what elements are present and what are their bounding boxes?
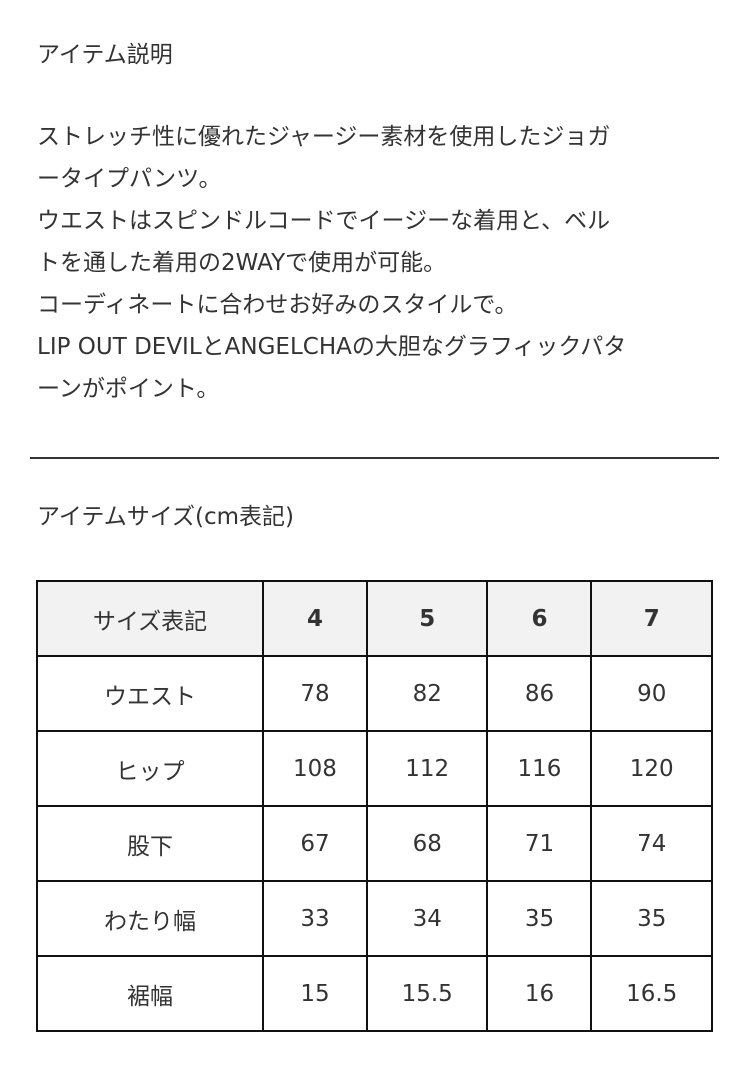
table-row: わたり幅 33 34 35 35 bbox=[36, 880, 713, 957]
table-header-row: サイズ表記 4 5 6 7 bbox=[36, 580, 713, 657]
row-label-cell: わたり幅 bbox=[36, 880, 264, 957]
header-cell: 7 bbox=[590, 580, 713, 657]
value-cell: 16 bbox=[486, 955, 593, 1032]
description-line: ータイプパンツ。 bbox=[37, 166, 222, 192]
value-cell: 16.5 bbox=[590, 955, 713, 1032]
value-cell: 34 bbox=[365, 880, 489, 957]
row-label-cell: 裾幅 bbox=[36, 955, 264, 1032]
description-line: トを通した着用の2WAYで使用が可能。 bbox=[37, 250, 447, 276]
description-line: LIP OUT DEVILとANGELCHAの大胆なグラフィックパタ bbox=[37, 334, 627, 360]
value-cell: 112 bbox=[365, 730, 489, 807]
size-title: アイテムサイズ(cm表記) bbox=[37, 504, 295, 530]
row-label-cell: ヒップ bbox=[36, 730, 264, 807]
size-table: サイズ表記 4 5 6 7 ウエスト 78 82 86 90 ヒップ 108 112 116 12… bbox=[36, 580, 713, 1032]
value-cell: 90 bbox=[590, 655, 713, 732]
description-text: ストレッチ性に優れたジャージー素材を使用したジョガ ータイプパンツ。 ウエストは… bbox=[37, 116, 727, 410]
description-line: ーンがポイント。 bbox=[37, 376, 220, 402]
header-cell: 6 bbox=[486, 580, 593, 657]
value-cell: 86 bbox=[486, 655, 593, 732]
table-row: ウエスト 78 82 86 90 bbox=[36, 655, 713, 732]
value-cell: 15 bbox=[262, 955, 368, 1032]
row-label-cell: 股下 bbox=[36, 805, 264, 882]
row-label-cell: ウエスト bbox=[36, 655, 264, 732]
description-line: ウエストはスピンドルコードでイージーな着用と、ベル bbox=[37, 208, 611, 234]
header-cell: 4 bbox=[262, 580, 368, 657]
value-cell: 82 bbox=[365, 655, 489, 732]
value-cell: 35 bbox=[486, 880, 593, 957]
value-cell: 108 bbox=[262, 730, 368, 807]
header-cell: サイズ表記 bbox=[36, 580, 264, 657]
value-cell: 35 bbox=[590, 880, 713, 957]
value-cell: 68 bbox=[365, 805, 489, 882]
value-cell: 78 bbox=[262, 655, 368, 732]
value-cell: 15.5 bbox=[365, 955, 489, 1032]
value-cell: 33 bbox=[262, 880, 368, 957]
description-line: コーディネートに合わせお好みのスタイルで。 bbox=[37, 292, 518, 318]
header-cell: 5 bbox=[365, 580, 489, 657]
description-line: ストレッチ性に優れたジャージー素材を使用したジョガ bbox=[37, 124, 611, 150]
value-cell: 67 bbox=[262, 805, 368, 882]
value-cell: 116 bbox=[486, 730, 593, 807]
description-title: アイテム説明 bbox=[37, 42, 173, 68]
table-row: 裾幅 15 15.5 16 16.5 bbox=[36, 955, 713, 1032]
value-cell: 74 bbox=[590, 805, 713, 882]
section-divider bbox=[30, 457, 719, 459]
value-cell: 71 bbox=[486, 805, 593, 882]
table-row: ヒップ 108 112 116 120 bbox=[36, 730, 713, 807]
value-cell: 120 bbox=[590, 730, 713, 807]
table-row: 股下 67 68 71 74 bbox=[36, 805, 713, 882]
